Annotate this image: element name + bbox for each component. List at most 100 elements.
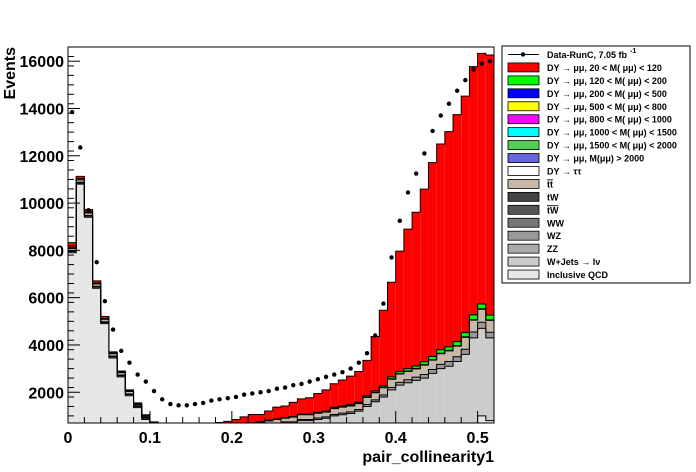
y-tick-label: 8000 [28,243,64,260]
data-point [233,394,239,400]
bar-dy120 [453,341,462,346]
bar-dy20 [420,189,429,362]
bar-dy20 [256,414,265,422]
bar-qcd [133,407,142,423]
data-point [413,171,419,176]
bar-dy20 [354,371,363,403]
bar-wjets [108,356,118,358]
data-point [160,397,165,402]
bar-dy20 [175,430,183,431]
bar-ttbar [117,372,126,375]
bar-dy20 [330,383,339,408]
bar-wjets [297,420,306,423]
bar-dibos [256,426,264,427]
bar-qcd [289,437,297,439]
data-point [471,67,476,72]
bar-wjets [461,354,470,423]
bar-dibos [313,418,322,420]
y-axis: 2000 4000 6000 8000 10000 12000 14000 16000 [20,54,80,417]
y-tick-label: 16000 [20,54,65,71]
data-point [250,391,255,396]
bar-dy20 [297,398,306,415]
bar-dy120 [387,376,396,379]
bar-wjets [84,216,93,218]
bar-dibos [453,356,462,362]
bar-dy20 [248,414,257,423]
bar-ttbar [420,365,429,375]
bar-dy120 [412,366,421,369]
bar-ttbar [395,374,404,383]
stacked-histogram [68,52,494,439]
bar-dibos [371,399,380,402]
bar-ttbar [125,391,134,394]
bar-dytautau [68,247,77,249]
x-tick-label: 0.3 [303,430,325,447]
bar-dibos [183,433,191,434]
bar-dy20 [125,389,134,392]
bar-wjets [346,413,355,423]
bar-qcd [338,437,346,439]
bar-dy120 [371,390,380,393]
bar-dy20 [264,410,273,421]
bar-dibos [289,421,298,423]
y-tick-label: 12000 [20,149,65,166]
bar-dibos [436,364,445,369]
bar-ttbar [428,360,437,370]
y-axis-label: Events [2,47,19,100]
bar-dy120 [362,395,372,397]
bar-dy20 [321,389,331,412]
bar-dy20 [461,96,470,333]
bar-wjets [100,322,109,324]
legend-swatch [507,204,540,215]
bar-dy20 [305,397,314,415]
bar-dy20 [231,419,241,423]
bar-dibos [338,413,347,415]
bar-ttbar [453,346,462,357]
bar-dy20 [362,360,372,396]
legend-label: DY → μμ, 1000 < M( μμ) < 1500 [547,128,677,138]
bar-dibos [305,419,314,421]
data-point [143,379,149,384]
bar-qcd [84,217,93,423]
bar-wjets [395,385,404,423]
legend-swatch [507,75,540,86]
bar-wjets [125,394,134,396]
bar-wjets [321,418,331,423]
data-point [454,88,460,93]
bar-wjets [248,428,256,437]
bar-ttbar [313,413,322,419]
legend-label: Data-RunC, 7.05 fb -1 [547,48,636,60]
bar-ttbar [444,350,454,362]
data-point [381,301,386,306]
data-point [315,377,321,382]
bar-wjets [289,423,297,437]
data-point [168,401,173,407]
bar-ttbar [166,431,174,432]
layer-outline [68,182,494,423]
bar-ttbar [321,412,331,417]
legend-label: tW [547,205,559,215]
bar-dibos [321,416,331,419]
bar-dy20 [289,402,298,417]
bar-dy120 [395,371,404,374]
bar-ttbar [346,405,355,412]
bar-wjets [420,378,429,423]
bar-dy20 [387,282,396,377]
legend-label: tt [547,179,553,189]
bar-ttbar [175,432,183,433]
legend-swatch [507,114,540,125]
bar-ttbar [281,418,290,422]
bar-wjets [362,406,372,423]
bar-ttbar [469,320,478,332]
x-tick-label: 0 [64,430,73,447]
data-point [299,381,304,387]
bar-wjets [354,411,363,423]
data-point [373,333,378,338]
data-point [389,255,394,260]
bar-dy120 [477,304,486,309]
layer-outline [68,178,494,423]
bar-dibos [469,331,478,338]
bar-qcd [445,437,453,439]
legend-swatch [507,230,540,241]
bar-qcd [141,419,150,423]
